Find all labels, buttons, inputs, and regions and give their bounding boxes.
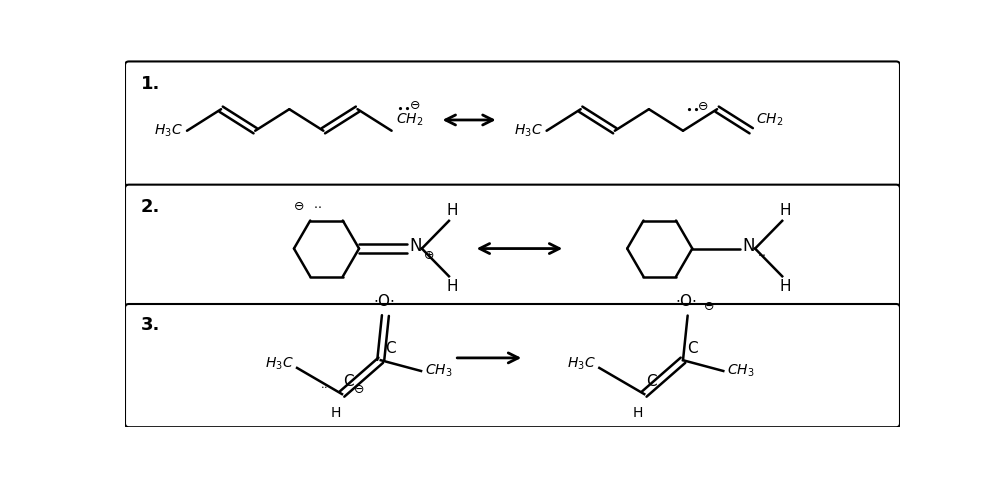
Text: $\ominus$: $\ominus$ (353, 383, 364, 396)
Text: $\bullet\!\bullet$: $\bullet\!\bullet$ (396, 103, 411, 113)
FancyBboxPatch shape (125, 185, 900, 306)
Text: $\cdot\!\cdot$: $\cdot\!\cdot$ (757, 248, 766, 261)
Text: $H_3C$: $H_3C$ (567, 356, 595, 372)
Text: $CH_2$: $CH_2$ (756, 112, 783, 129)
FancyBboxPatch shape (125, 304, 900, 427)
Text: 1.: 1. (140, 74, 160, 93)
Text: N: N (743, 237, 755, 255)
Text: H: H (446, 279, 458, 294)
Text: $\cdot\!\cdot$: $\cdot\!\cdot$ (313, 200, 322, 213)
Text: H: H (633, 407, 643, 420)
Text: C: C (344, 374, 354, 389)
Text: $\ominus$: $\ominus$ (703, 300, 714, 313)
Text: C: C (646, 374, 656, 389)
Text: $\bullet\!\bullet$: $\bullet\!\bullet$ (685, 104, 699, 114)
Text: $CH_3$: $CH_3$ (425, 363, 452, 379)
Text: 2.: 2. (140, 198, 160, 216)
Text: C: C (385, 341, 395, 356)
Text: $H_3C$: $H_3C$ (514, 122, 543, 139)
Text: H: H (780, 203, 791, 218)
Text: N: N (409, 237, 422, 255)
Text: $CH_2$: $CH_2$ (396, 112, 424, 129)
Text: H: H (446, 203, 458, 218)
Text: $\ominus$: $\ominus$ (293, 200, 304, 213)
Text: H: H (331, 407, 341, 420)
Text: $\ominus$: $\ominus$ (697, 100, 708, 113)
Text: $\cdot\!\cdot$: $\cdot\!\cdot$ (320, 382, 328, 391)
Text: $\oplus$: $\oplus$ (423, 249, 435, 262)
Text: $\cdot$O$\cdot$: $\cdot$O$\cdot$ (675, 293, 697, 310)
Text: $\cdot$O$\cdot$: $\cdot$O$\cdot$ (373, 293, 395, 310)
Text: $CH_3$: $CH_3$ (727, 363, 755, 379)
Text: $H_3C$: $H_3C$ (154, 122, 183, 139)
Text: 3.: 3. (140, 315, 160, 334)
Text: $H_3C$: $H_3C$ (265, 356, 293, 372)
Text: C: C (687, 341, 698, 356)
FancyBboxPatch shape (125, 61, 900, 186)
Text: $\ominus$: $\ominus$ (409, 99, 420, 112)
Text: H: H (780, 279, 791, 294)
